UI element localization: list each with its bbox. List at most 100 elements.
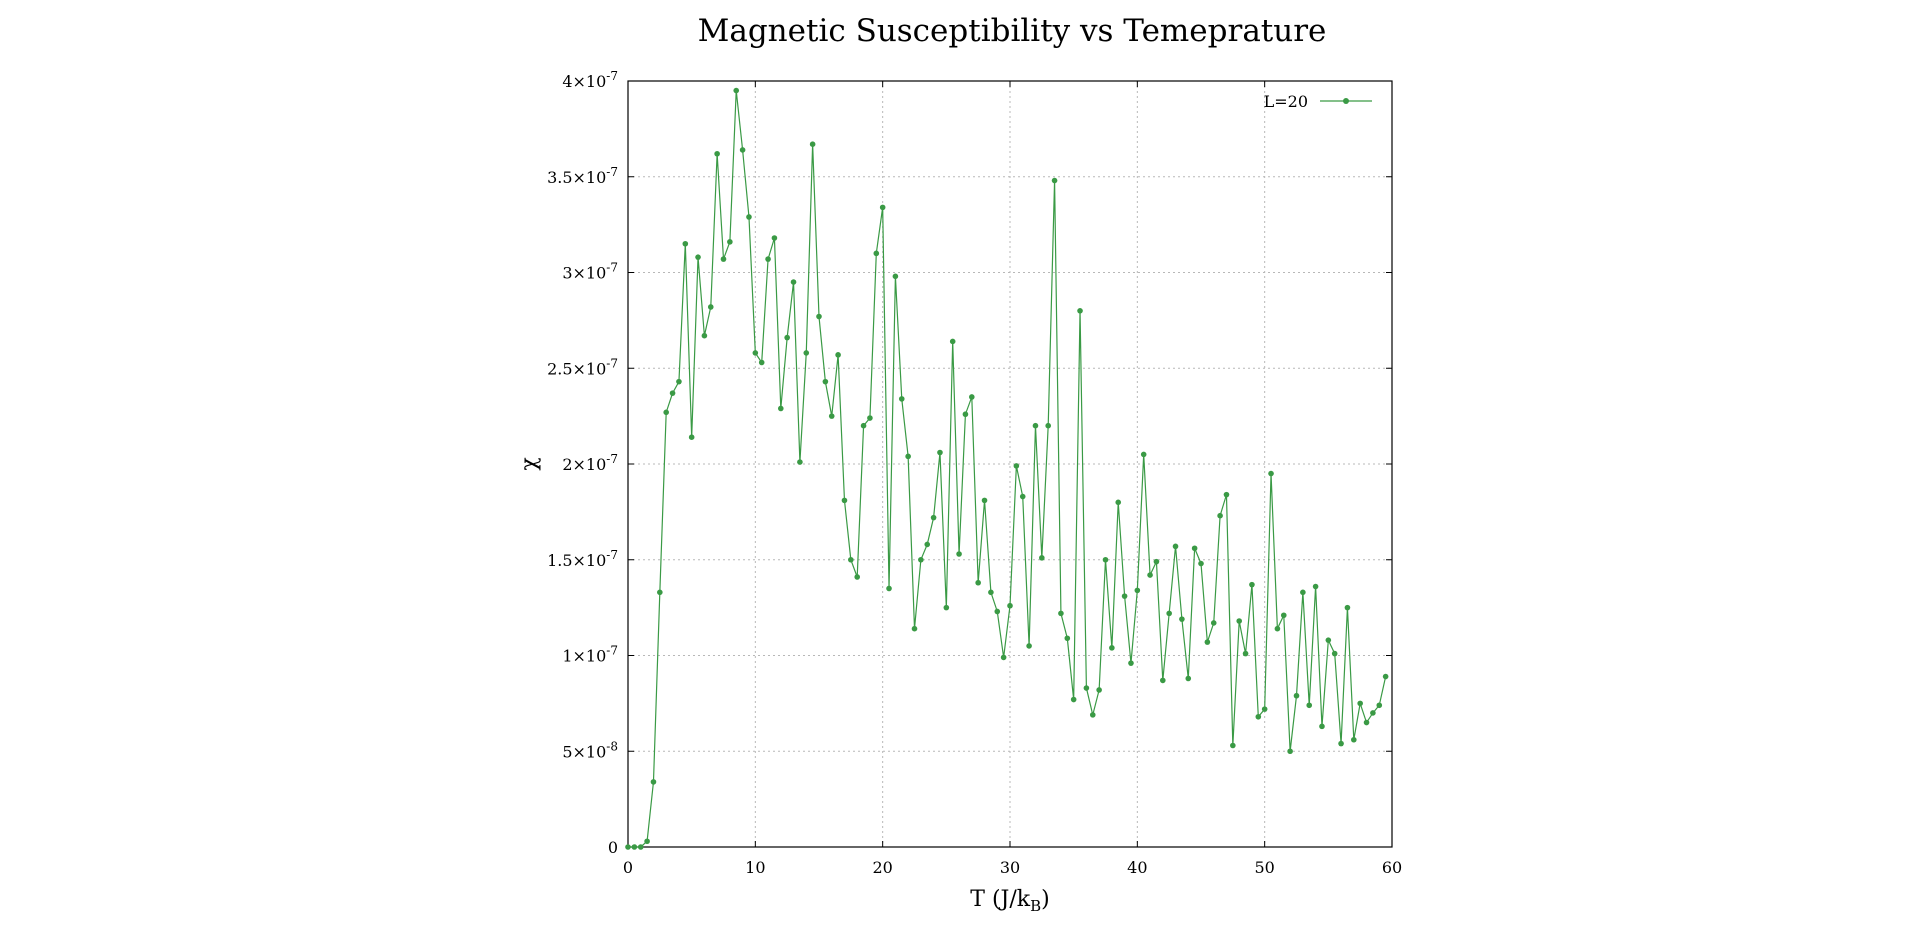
data-point bbox=[1236, 618, 1242, 624]
data-point bbox=[994, 608, 1001, 615]
data-point bbox=[1019, 493, 1026, 500]
y-tick-label: 1.5×10-7 bbox=[547, 548, 618, 570]
y-tick-labels: 0 5×10-8 1×10-7 1.5×10-7 2×10-7 2.5×10-7 3×10-… bbox=[547, 69, 618, 857]
x-tick-label: 20 bbox=[872, 858, 892, 877]
data-point bbox=[1261, 706, 1268, 712]
y-tick-label: 3×10-7 bbox=[562, 261, 618, 283]
data-point bbox=[1000, 654, 1007, 661]
axis-ticks bbox=[627, 80, 1393, 848]
data-point bbox=[752, 350, 759, 356]
data-point bbox=[918, 556, 924, 563]
data-point bbox=[625, 844, 631, 850]
x-tick-label: 60 bbox=[1382, 858, 1402, 877]
data-point bbox=[1338, 740, 1344, 747]
data-point bbox=[790, 279, 797, 285]
data-point bbox=[886, 585, 892, 592]
data-point bbox=[1096, 687, 1102, 693]
data-point bbox=[1115, 499, 1122, 506]
y-tick-label: 4×10-7 bbox=[562, 69, 618, 91]
grid bbox=[628, 81, 1392, 847]
data-point bbox=[1198, 560, 1204, 567]
data-point bbox=[924, 541, 931, 548]
data-point bbox=[962, 411, 969, 418]
data-point bbox=[644, 838, 650, 845]
legend-marker bbox=[1343, 98, 1349, 104]
data-point bbox=[879, 204, 886, 211]
data-point bbox=[771, 235, 778, 241]
data-point bbox=[1293, 692, 1300, 699]
data-point bbox=[758, 359, 765, 366]
data-point bbox=[892, 273, 899, 280]
data-point bbox=[1166, 610, 1172, 617]
data-point bbox=[650, 779, 657, 785]
data-point bbox=[701, 332, 708, 339]
y-tick-label: 5×10-8 bbox=[562, 739, 618, 761]
data-point bbox=[1064, 635, 1071, 642]
data-point bbox=[816, 313, 822, 320]
data-point bbox=[930, 514, 937, 521]
data-point bbox=[1287, 748, 1293, 755]
data-point bbox=[854, 574, 860, 580]
data-point bbox=[975, 579, 981, 586]
data-point bbox=[1039, 555, 1045, 561]
legend: L=20 bbox=[1264, 92, 1372, 111]
data-point bbox=[911, 625, 918, 632]
data-point bbox=[1013, 463, 1020, 469]
data-point bbox=[1331, 650, 1338, 657]
x-tick-label: 50 bbox=[1254, 858, 1274, 877]
data-point bbox=[1083, 685, 1090, 691]
data-point bbox=[676, 378, 682, 385]
data-point bbox=[860, 422, 867, 429]
data-point bbox=[1160, 677, 1166, 684]
y-tick-label: 1×10-7 bbox=[562, 644, 618, 666]
data-point bbox=[1121, 593, 1128, 599]
data-point bbox=[746, 214, 752, 220]
data-point bbox=[1210, 620, 1217, 626]
data-point bbox=[733, 87, 740, 94]
data-point bbox=[1026, 643, 1032, 649]
data-point bbox=[1102, 556, 1109, 563]
data-point bbox=[1032, 422, 1039, 429]
data-point bbox=[1274, 625, 1281, 632]
data-point bbox=[1344, 604, 1351, 611]
legend-label: L=20 bbox=[1264, 92, 1308, 111]
data-point bbox=[809, 141, 816, 147]
data-point bbox=[1255, 713, 1262, 720]
data-point bbox=[1089, 712, 1096, 718]
chart-title: Magnetic Susceptibility vs Temeprature bbox=[698, 13, 1327, 49]
data-point bbox=[663, 409, 669, 416]
series-l20 bbox=[625, 87, 1389, 850]
data-point bbox=[1007, 602, 1013, 609]
data-point bbox=[898, 396, 905, 402]
data-point bbox=[1134, 587, 1141, 594]
data-point bbox=[803, 350, 810, 356]
data-point bbox=[1128, 660, 1134, 666]
data-point bbox=[1185, 675, 1192, 682]
data-point bbox=[949, 338, 956, 345]
data-point bbox=[695, 254, 701, 260]
data-point bbox=[867, 415, 873, 421]
data-point bbox=[1109, 645, 1115, 651]
data-point bbox=[1249, 581, 1255, 588]
data-point bbox=[988, 589, 994, 596]
data-point bbox=[1357, 700, 1363, 707]
data-point bbox=[1325, 637, 1332, 643]
data-point bbox=[1153, 558, 1160, 565]
data-point bbox=[905, 453, 911, 460]
x-axis-label-subscript: B bbox=[1030, 897, 1041, 915]
data-point bbox=[956, 551, 962, 557]
y-axis-label: χ bbox=[517, 457, 542, 470]
series-line bbox=[628, 90, 1387, 848]
x-tick-label: 30 bbox=[1000, 858, 1020, 877]
data-point bbox=[688, 434, 695, 440]
data-point bbox=[714, 150, 720, 157]
data-point bbox=[1191, 545, 1198, 552]
data-point bbox=[1268, 470, 1274, 477]
data-point bbox=[707, 304, 714, 310]
data-point bbox=[828, 413, 835, 419]
y-tick-label: 2.5×10-7 bbox=[547, 356, 618, 378]
data-point bbox=[657, 589, 663, 596]
data-point bbox=[848, 556, 854, 563]
data-point bbox=[969, 394, 975, 400]
